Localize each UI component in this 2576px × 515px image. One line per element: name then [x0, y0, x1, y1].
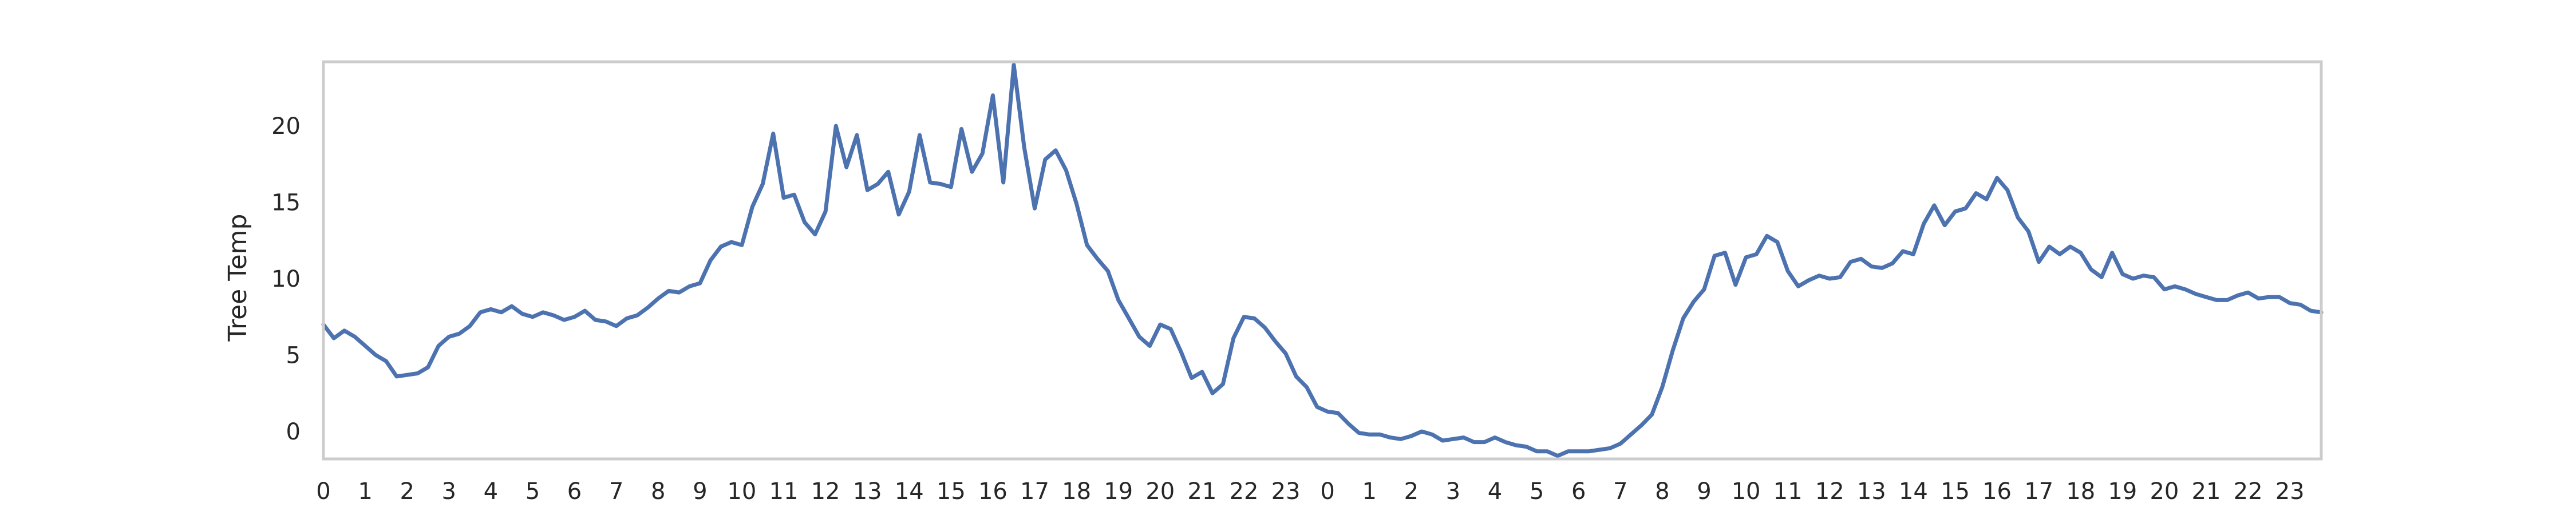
x-tick-label: 11	[1773, 478, 1803, 505]
x-tick-label: 18	[2066, 478, 2095, 505]
x-tick-label: 23	[2275, 478, 2305, 505]
x-tick-label: 14	[1899, 478, 1928, 505]
x-tick-label: 19	[1104, 478, 1133, 505]
x-tick-label: 1	[1362, 478, 1376, 505]
x-tick-label: 10	[1732, 478, 1761, 505]
tree-temp-line	[321, 62, 2324, 458]
x-tick-label: 8	[651, 478, 665, 505]
x-tick-label: 3	[1446, 478, 1460, 505]
y-tick-label: 0	[286, 419, 301, 445]
x-tick-label: 22	[2234, 478, 2263, 505]
x-tick-label: 9	[693, 478, 707, 505]
x-tick-label: 11	[769, 478, 799, 505]
x-tick-label: 6	[567, 478, 582, 505]
x-tick-label: 3	[442, 478, 456, 505]
x-tick-label: 20	[2150, 478, 2179, 505]
x-tick-label: 21	[1187, 478, 1216, 505]
x-tick-label: 15	[1941, 478, 1970, 505]
x-tick-label: 20	[1145, 478, 1175, 505]
y-tick-label: 5	[286, 342, 301, 369]
x-tick-label: 19	[2108, 478, 2137, 505]
y-tick-label: 15	[271, 190, 301, 216]
x-tick-label: 0	[1320, 478, 1334, 505]
x-tick-label: 12	[811, 478, 840, 505]
x-tick-label: 21	[2192, 478, 2221, 505]
x-tick-label: 2	[1404, 478, 1419, 505]
y-tick-label: 10	[271, 266, 301, 292]
y-axis-title: Tree Temp	[223, 214, 252, 342]
x-tick-label: 23	[1271, 478, 1301, 505]
x-tick-label: 16	[978, 478, 1008, 505]
x-tick-label: 12	[1815, 478, 1844, 505]
plot-frame	[322, 60, 2323, 461]
y-tick-label: 20	[271, 113, 301, 140]
x-tick-label: 14	[895, 478, 924, 505]
x-tick-label: 18	[1062, 478, 1091, 505]
y-axis-ticks: 0 5 10 15 20	[271, 113, 301, 445]
x-tick-label: 4	[484, 478, 498, 505]
x-tick-label: 0	[316, 478, 330, 505]
x-tick-label: 16	[1982, 478, 2012, 505]
x-tick-label: 13	[1857, 478, 1886, 505]
x-tick-label: 4	[1488, 478, 1502, 505]
x-tick-label: 5	[1530, 478, 1544, 505]
x-tick-label: 6	[1571, 478, 1586, 505]
x-tick-label: 2	[400, 478, 414, 505]
x-tick-label: 7	[609, 478, 623, 505]
x-tick-label: 13	[853, 478, 882, 505]
x-tick-label: 17	[2024, 478, 2053, 505]
x-tick-label: 8	[1655, 478, 1669, 505]
x-tick-label: 5	[526, 478, 540, 505]
x-tick-label: 15	[937, 478, 966, 505]
x-tick-label: 7	[1613, 478, 1627, 505]
x-tick-label: 9	[1697, 478, 1711, 505]
x-tick-label: 10	[727, 478, 756, 505]
x-tick-label: 1	[358, 478, 372, 505]
x-axis-ticks: 0 1 2 3 4 5 6 7 8 9 10 11 12 13 14 15 16 17 18 19 20 21 22 23 0 1…	[316, 478, 2304, 505]
x-tick-label: 22	[1230, 478, 1259, 505]
x-tick-label: 17	[1020, 478, 1049, 505]
